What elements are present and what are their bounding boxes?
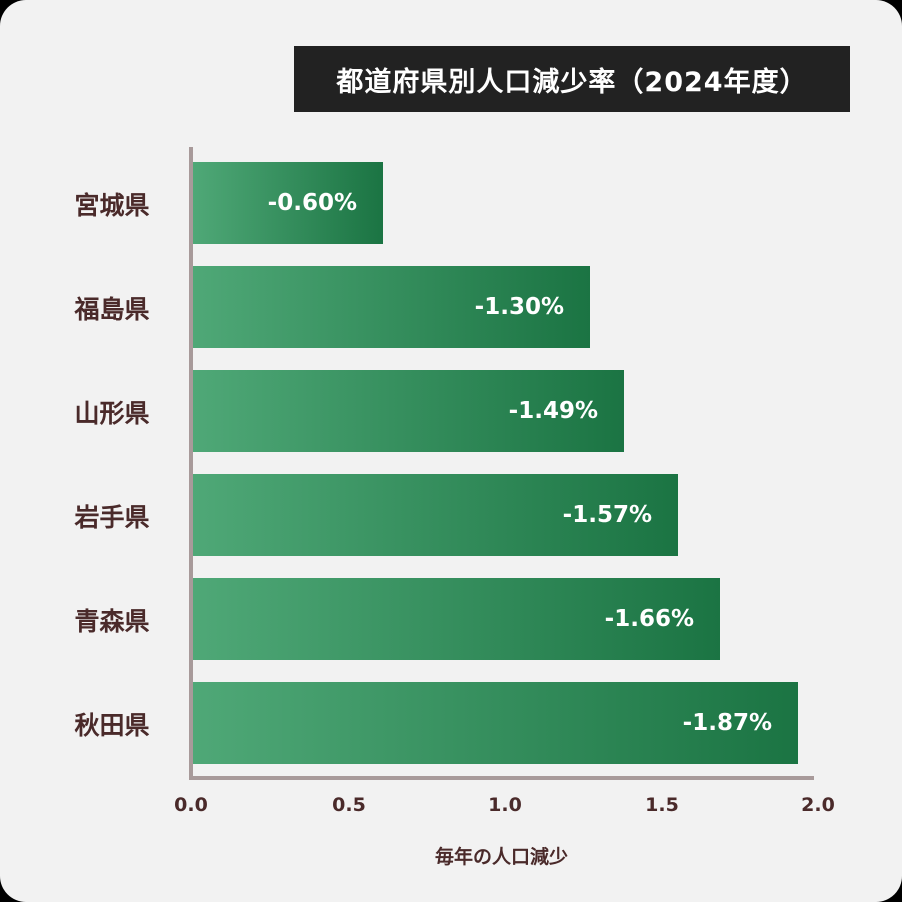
bar-value-label: -0.60% bbox=[267, 190, 357, 216]
bar-yamagata: -1.49% bbox=[193, 370, 624, 452]
bar-miyagi: -0.60% bbox=[193, 162, 383, 244]
x-tick-label: 2.0 bbox=[801, 794, 835, 816]
x-tick-label: 1.0 bbox=[488, 794, 522, 816]
bar-fukushima: -1.30% bbox=[193, 266, 590, 348]
chart-title: 都道府県別人口減少率（2024年度） bbox=[294, 46, 850, 112]
bar-value-label: -1.57% bbox=[562, 502, 652, 528]
x-tick-label: 0.0 bbox=[174, 794, 208, 816]
bar-value-label: -1.87% bbox=[682, 710, 772, 736]
x-tick-label: 1.5 bbox=[645, 794, 679, 816]
y-axis-line bbox=[189, 147, 193, 780]
category-label: 福島県 bbox=[74, 295, 150, 324]
category-label: 青森県 bbox=[74, 607, 150, 636]
bar-value-label: -1.30% bbox=[474, 294, 564, 320]
bar-value-label: -1.49% bbox=[508, 398, 598, 424]
bar-iwate: -1.57% bbox=[193, 474, 678, 556]
bar-aomori: -1.66% bbox=[193, 578, 720, 660]
category-label: 岩手県 bbox=[74, 503, 150, 532]
category-label: 山形県 bbox=[74, 399, 150, 428]
category-label: 宮城県 bbox=[74, 191, 150, 220]
category-label: 秋田県 bbox=[74, 711, 150, 740]
x-tick-label: 0.5 bbox=[332, 794, 366, 816]
x-axis-line bbox=[189, 776, 814, 780]
bar-value-label: -1.66% bbox=[604, 606, 694, 632]
bar-akita: -1.87% bbox=[193, 682, 798, 764]
x-axis-title: 毎年の人口減少 bbox=[434, 846, 568, 868]
